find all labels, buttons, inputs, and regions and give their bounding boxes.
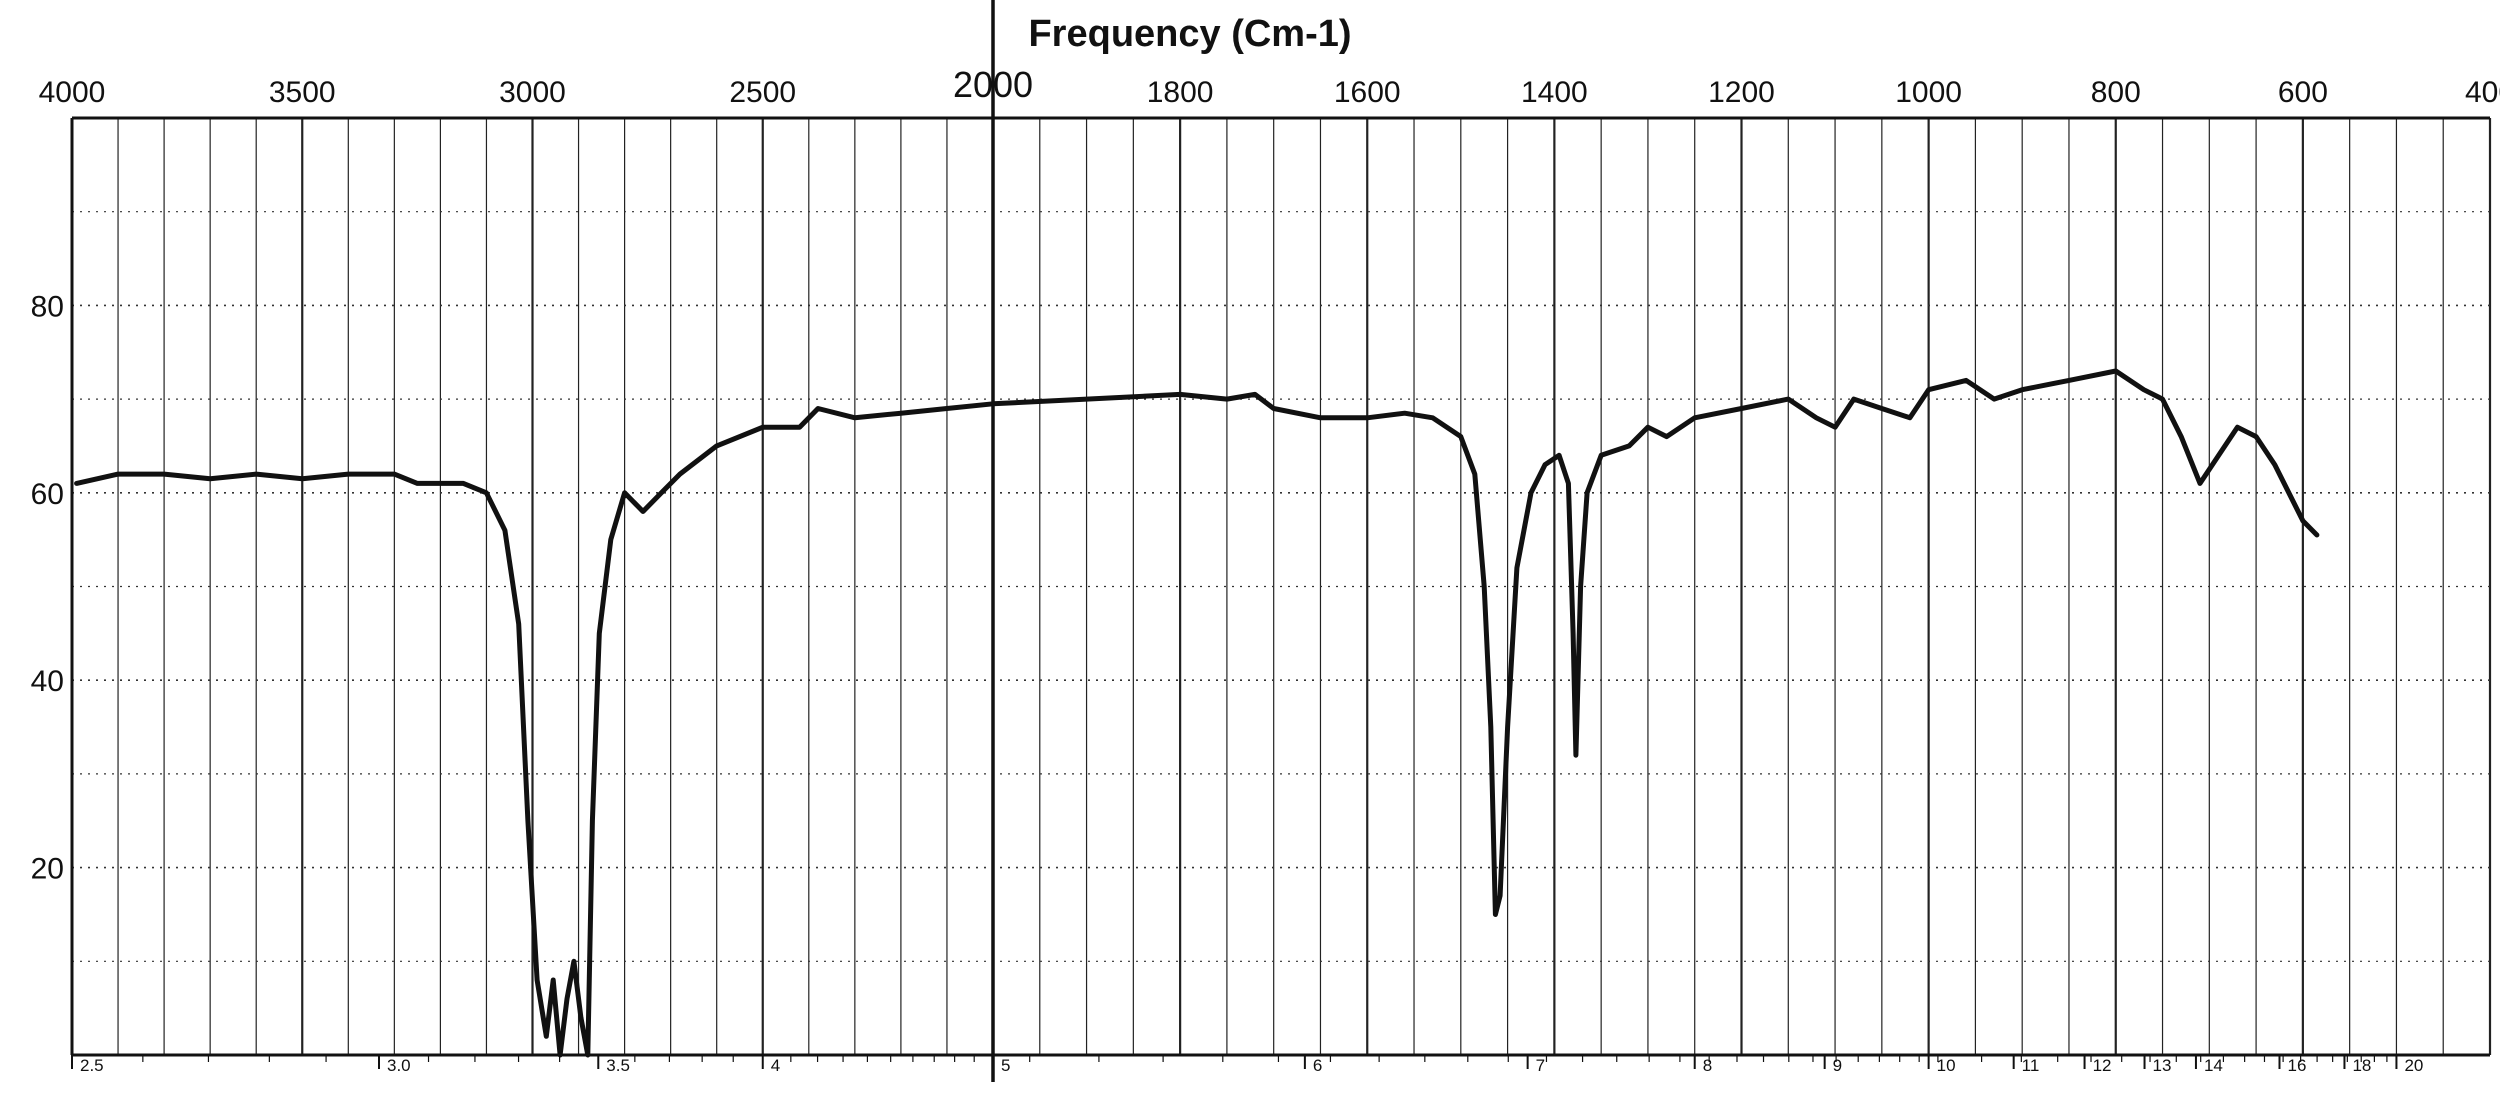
wavelength-tick-label: 13 (2153, 1056, 2172, 1075)
x-tick-label: 2000 (953, 64, 1033, 105)
y-tick-label: 80 (31, 290, 64, 323)
x-tick-label: 1800 (1147, 76, 1214, 109)
x-tick-label: 3000 (499, 76, 566, 109)
wavelength-tick-label: 11 (2022, 1056, 2040, 1075)
x-tick-label: 4000 (39, 76, 106, 109)
spectrum-trace-group (74, 368, 2320, 1058)
wavelength-tick-label: 3.5 (606, 1056, 630, 1075)
wavelength-tick-label: 5 (1001, 1056, 1010, 1075)
y-axis-tick-labels: 80 60 40 20 (31, 290, 64, 885)
x-tick-label: 2500 (729, 76, 796, 109)
plot-grid (70, 118, 2492, 1055)
x-tick-label: 400 (2465, 76, 2500, 109)
wavelength-tick-label: 9 (1833, 1056, 1842, 1075)
chart-title: Frequency (Cm-1) (1028, 13, 1351, 55)
wavelength-tick-label: 16 (2287, 1056, 2306, 1075)
x-axis-tick-labels: 4000 3500 3000 2500 2000 1800 1600 1400 1200 1000… (39, 64, 2500, 109)
wavelength-tick-label: 6 (1313, 1056, 1322, 1075)
y-tick-label: 40 (31, 665, 64, 698)
wavelength-tick-label: 2.5 (80, 1056, 104, 1075)
x-tick-label: 1600 (1334, 76, 1401, 109)
wavelength-tick-label: 18 (2352, 1056, 2371, 1075)
wavelength-tick-label: 14 (2204, 1056, 2223, 1075)
spectrum-trace (74, 368, 2320, 1058)
x-tick-label: 1400 (1521, 76, 1588, 109)
x-tick-label: 800 (2091, 76, 2141, 109)
y-tick-label: 20 (31, 853, 64, 886)
wavelength-tick-label: 12 (2093, 1056, 2112, 1075)
y-tick-label: 60 (31, 478, 64, 511)
wavelength-tick-labels: 2.5 3.0 3.5 4 5 6 7 8 9 10 11 12 13 14 16 18 20 (71, 1055, 2423, 1075)
wavelength-tick-label: 3.0 (387, 1056, 411, 1075)
wavelength-tick-label: 8 (1703, 1056, 1712, 1075)
wavelength-tick-label: 7 (1536, 1056, 1545, 1075)
x-tick-label: 1200 (1708, 76, 1775, 109)
wavelength-tick-label: 20 (2404, 1056, 2423, 1075)
wavelength-tick-label: 10 (1937, 1056, 1956, 1075)
wavelength-tick-label: 4 (771, 1056, 780, 1075)
x-tick-label: 1000 (1895, 76, 1962, 109)
x-tick-label: 600 (2278, 76, 2328, 109)
x-tick-label: 3500 (269, 76, 336, 109)
